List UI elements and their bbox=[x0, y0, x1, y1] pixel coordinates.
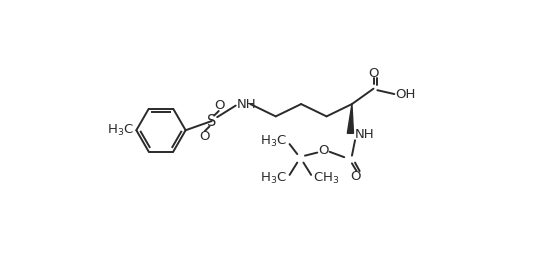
Polygon shape bbox=[348, 104, 354, 133]
Text: H$_3$C: H$_3$C bbox=[260, 134, 287, 149]
Text: O: O bbox=[350, 170, 361, 183]
Text: O: O bbox=[318, 144, 329, 157]
Text: O: O bbox=[199, 130, 210, 143]
Text: NH: NH bbox=[354, 128, 374, 141]
Text: NH: NH bbox=[236, 98, 256, 111]
Text: OH: OH bbox=[395, 88, 415, 101]
Text: CH$_3$: CH$_3$ bbox=[312, 171, 339, 186]
Text: H$_3$C: H$_3$C bbox=[260, 171, 287, 186]
Text: H$_3$C: H$_3$C bbox=[107, 123, 134, 138]
Text: O: O bbox=[368, 67, 379, 80]
Text: S: S bbox=[207, 114, 217, 129]
Text: O: O bbox=[214, 99, 225, 112]
